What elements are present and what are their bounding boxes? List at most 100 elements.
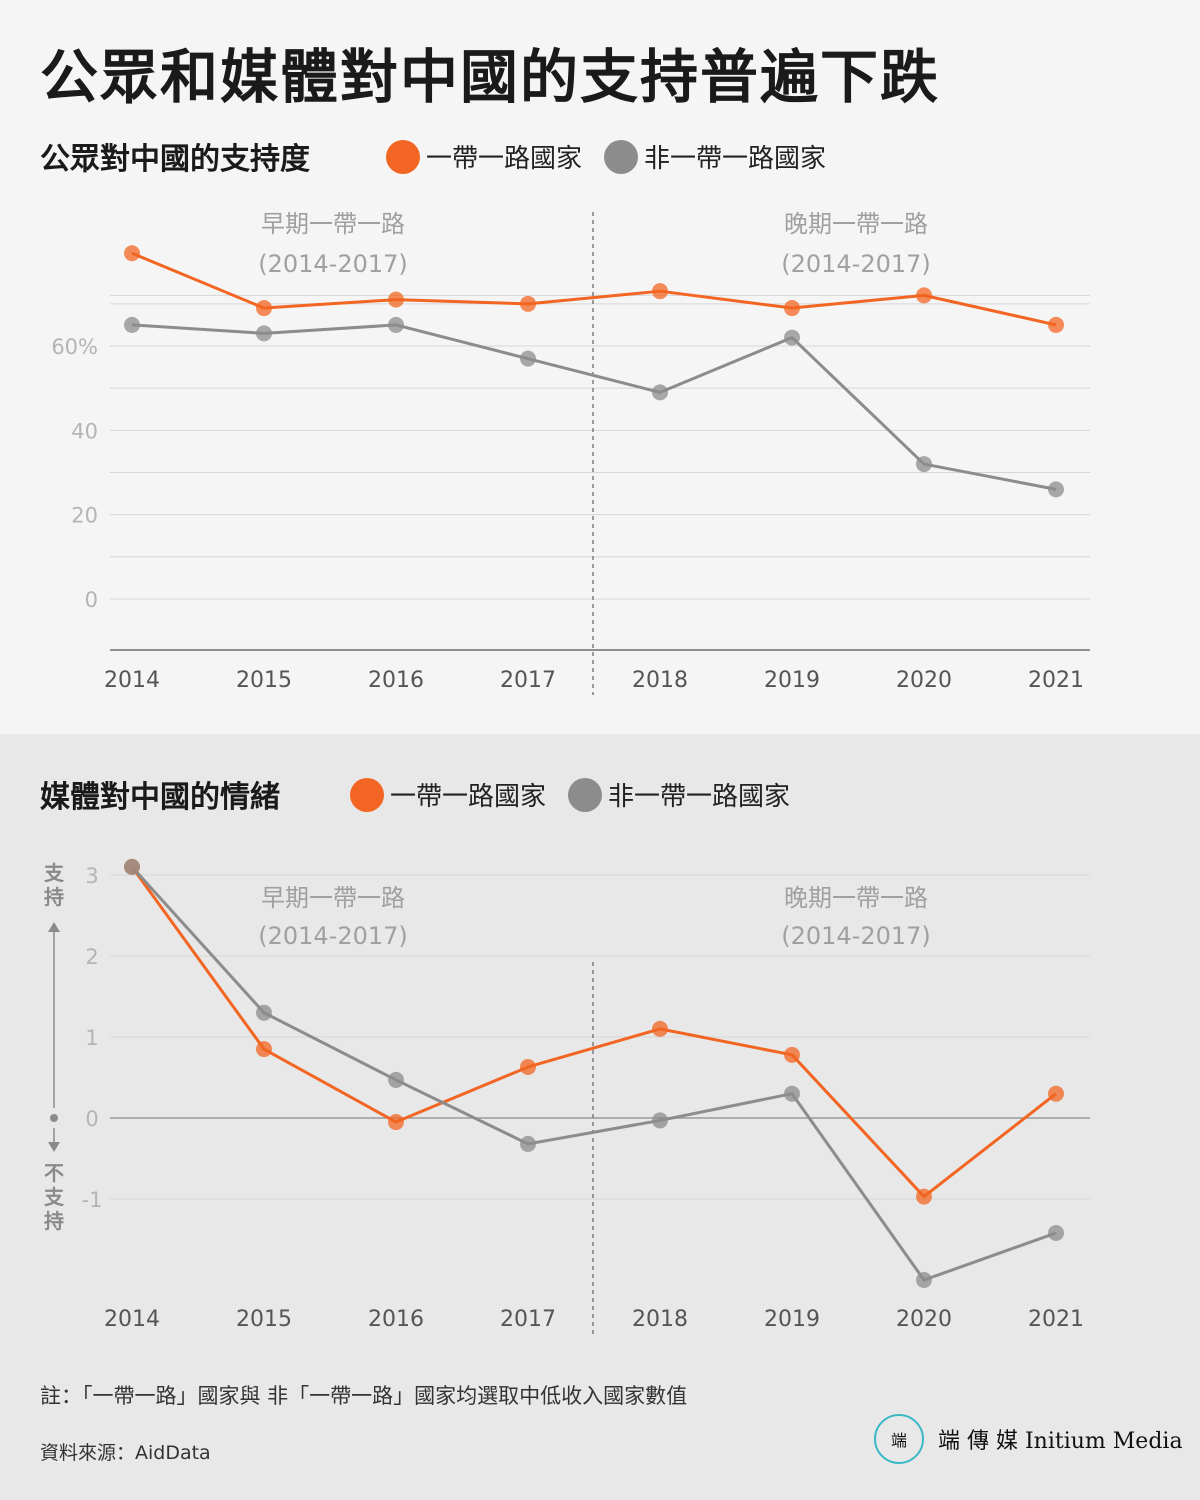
x-tick-label: 2020 <box>896 668 952 693</box>
legend-label-bri: 一帶一路國家 <box>390 782 547 812</box>
y-tick-label: -1 <box>82 1188 103 1212</box>
y-tick-label: 40 <box>71 419 98 443</box>
chart2-title: 媒體對中國的情緒 <box>40 780 280 815</box>
legend-label-non-bri: 非一帶一路國家 <box>644 144 827 174</box>
legend-item-non-bri: 非一帶一路國家 <box>568 776 790 813</box>
initium-logo: 端 端 傳 媒 Initium Media <box>874 1414 1183 1464</box>
y-tick-label: 0 <box>85 1107 98 1131</box>
data-point <box>1048 481 1064 498</box>
data-point <box>1048 1085 1064 1102</box>
media-sentiment-chart: 早期一帶一路 (2014-2017) 晚期一帶一路 (2014-2017) 3 2… <box>44 858 1090 1335</box>
x-tick-label: 2015 <box>236 1307 292 1332</box>
data-point <box>124 858 140 875</box>
axis-annotation-down: 不 <box>44 1161 64 1185</box>
y-tick-label: 0 <box>85 588 98 612</box>
data-point <box>916 287 932 304</box>
data-point <box>388 316 404 333</box>
data-point <box>1048 316 1064 333</box>
data-point <box>916 1188 932 1205</box>
y-tick-label: 1 <box>85 1026 98 1050</box>
axis-annotation-up: 持 <box>44 885 64 909</box>
logo-mark: 端 <box>874 1414 924 1464</box>
arrow-up-icon <box>48 922 60 932</box>
arrow-down-icon <box>48 1142 60 1152</box>
chart2-legend: 一帶一路國家 非一帶一路國家 <box>350 776 812 813</box>
y-tick-label: 2 <box>85 945 98 969</box>
public-support-chart: 早期一帶一路 (2014-2017) 晚期一帶一路 (2014-2017) 60… <box>51 210 1090 695</box>
data-point <box>1048 1225 1064 1242</box>
x-tick-label: 2019 <box>764 1307 820 1332</box>
period-late-label: 晚期一帶一路 <box>784 884 928 912</box>
x-tick-label: 2014 <box>104 668 160 693</box>
chart1-legend: 一帶一路國家 非一帶一路國家 <box>386 138 848 175</box>
legend-item-bri: 一帶一路國家 <box>386 138 582 175</box>
legend-dot-non-bri <box>568 777 603 812</box>
legend-item-bri: 一帶一路國家 <box>350 776 546 813</box>
legend-label-bri: 一帶一路國家 <box>426 144 583 174</box>
data-point <box>388 1114 404 1131</box>
data-point <box>388 1071 404 1088</box>
data-point <box>520 1058 536 1075</box>
period-early-label: 早期一帶一路 <box>261 210 405 238</box>
series-line <box>131 323 1057 491</box>
x-tick-label: 2018 <box>632 668 688 693</box>
data-point <box>256 325 272 342</box>
public-support-panel <box>0 0 1200 734</box>
legend-dot-non-bri <box>604 139 639 174</box>
data-point <box>784 329 800 346</box>
x-tick-label: 2015 <box>236 668 292 693</box>
data-point <box>256 1004 272 1021</box>
period-early-range: (2014-2017) <box>258 250 408 278</box>
data-point <box>256 1041 272 1058</box>
x-tick-label: 2020 <box>896 1307 952 1332</box>
data-point <box>784 300 800 317</box>
x-tick-label: 2017 <box>500 1307 556 1332</box>
period-late-range: (2014-2017) <box>781 250 931 278</box>
x-tick-label: 2016 <box>368 668 424 693</box>
main-title: 公眾和媒體對中國的支持普遍下跌 <box>40 43 941 111</box>
period-late-range: (2014-2017) <box>781 922 931 950</box>
axis-annotation-up: 支 <box>44 861 65 885</box>
data-point <box>784 1046 800 1063</box>
y-tick-label: 60% <box>51 335 98 359</box>
series-line <box>130 866 1057 1199</box>
y-tick-label: 3 <box>85 864 98 888</box>
footnote: 註：「一帶一路」國家與 非「一帶一路」國家均選取中低收入國家數值 <box>40 1384 688 1408</box>
x-tick-label: 2018 <box>632 1307 688 1332</box>
logo-text: 端 傳 媒 Initium Media <box>938 1429 1183 1454</box>
x-tick-label: 2016 <box>368 1307 424 1332</box>
data-point <box>784 1085 800 1102</box>
x-tick-label: 2021 <box>1028 668 1084 693</box>
y-tick-label: 20 <box>71 504 98 528</box>
data-point <box>388 291 404 308</box>
period-late-label: 晚期一帶一路 <box>784 210 928 238</box>
data-point <box>520 350 536 367</box>
legend-label-non-bri: 非一帶一路國家 <box>608 782 791 812</box>
x-tick-label: 2021 <box>1028 1307 1084 1332</box>
data-point <box>256 300 272 317</box>
chart1-title: 公眾對中國的支持度 <box>40 142 310 177</box>
data-point <box>652 384 668 401</box>
data-point <box>652 1020 668 1037</box>
period-early-range: (2014-2017) <box>258 922 408 950</box>
data-point <box>520 295 536 312</box>
x-tick-label: 2014 <box>104 1307 160 1332</box>
data-point <box>520 1135 536 1152</box>
series-line <box>131 251 1057 327</box>
data-point <box>916 456 932 473</box>
zero-marker <box>50 1114 58 1122</box>
data-point <box>124 316 140 333</box>
data-point <box>124 245 140 262</box>
legend-dot-bri <box>350 777 384 812</box>
data-point <box>916 1272 932 1288</box>
axis-annotation-down: 支 <box>44 1185 65 1209</box>
x-tick-label: 2017 <box>500 668 556 693</box>
data-point <box>652 283 668 300</box>
x-tick-label: 2019 <box>764 668 820 693</box>
axis-annotation-down: 持 <box>44 1209 64 1233</box>
period-early-label: 早期一帶一路 <box>261 884 405 912</box>
media-sentiment-panel <box>0 734 1200 1500</box>
legend-dot-bri <box>386 139 420 174</box>
data-point <box>652 1112 668 1129</box>
legend-item-non-bri: 非一帶一路國家 <box>604 138 826 175</box>
